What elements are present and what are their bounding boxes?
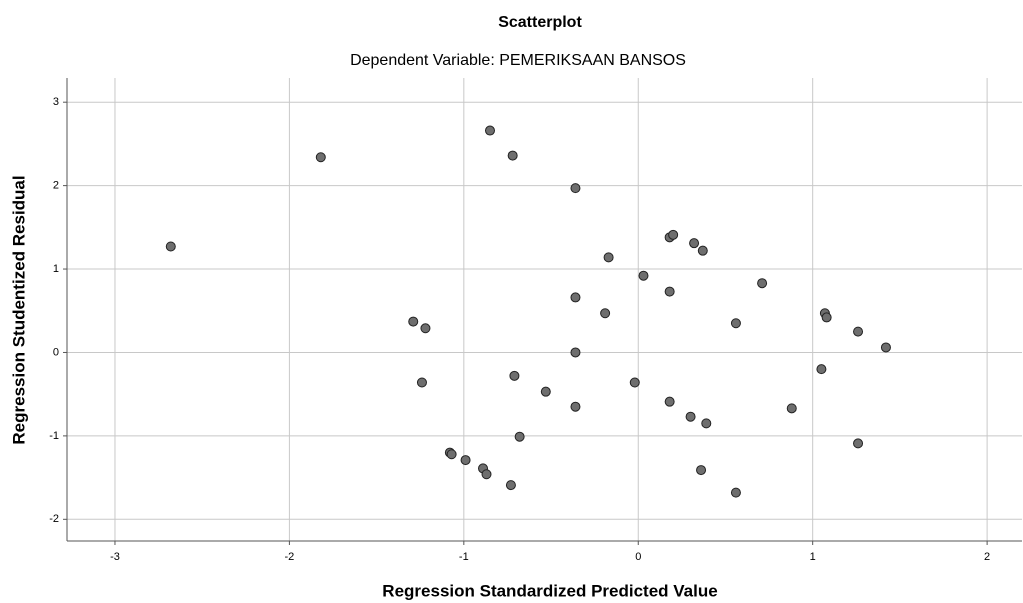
- point: [482, 470, 491, 479]
- point: [485, 126, 494, 135]
- x-tick-label: -1: [459, 551, 469, 563]
- x-axis-label: Regression Standardized Predicted Value: [382, 581, 717, 600]
- y-tick-label: 0: [53, 346, 59, 358]
- point: [686, 412, 695, 421]
- point: [817, 365, 826, 374]
- point: [665, 287, 674, 296]
- point: [541, 387, 550, 396]
- point: [731, 319, 740, 328]
- point: [571, 293, 580, 302]
- point: [461, 456, 470, 465]
- point: [510, 371, 519, 380]
- point: [417, 378, 426, 387]
- point: [702, 419, 711, 428]
- point: [854, 327, 863, 336]
- point: [166, 242, 175, 251]
- x-tick-label: 2: [984, 551, 990, 563]
- point: [409, 317, 418, 326]
- y-tick-label: -2: [49, 513, 59, 525]
- point: [854, 439, 863, 448]
- point: [515, 432, 524, 441]
- point: [447, 450, 456, 459]
- point: [669, 230, 678, 239]
- x-tick-label: -2: [285, 551, 295, 563]
- point: [731, 488, 740, 497]
- chart-title: Scatterplot: [498, 14, 582, 31]
- point: [758, 279, 767, 288]
- point: [571, 348, 580, 357]
- point: [698, 246, 707, 255]
- y-tick-label: 2: [53, 180, 59, 192]
- point: [787, 404, 796, 413]
- point: [822, 313, 831, 322]
- y-axis-label: Regression Studentized Residual: [9, 175, 28, 444]
- point: [881, 343, 890, 352]
- point: [697, 466, 706, 475]
- y-tick-label: 1: [53, 263, 59, 275]
- point: [571, 184, 580, 193]
- x-tick-label: 0: [635, 551, 641, 563]
- point: [316, 153, 325, 162]
- point: [639, 271, 648, 280]
- x-tick-label: 1: [810, 551, 816, 563]
- point: [601, 309, 610, 318]
- point: [571, 402, 580, 411]
- point: [506, 481, 515, 490]
- x-tick-label: -3: [110, 551, 120, 563]
- point: [630, 378, 639, 387]
- chart-subtitle: Dependent Variable: PEMERIKSAAN BANSOS: [350, 52, 686, 69]
- chart: Scatterplot Dependent Variable: PEMERIKS…: [0, 0, 1023, 603]
- point: [421, 324, 430, 333]
- point: [690, 239, 699, 248]
- y-tick-label: -1: [49, 430, 59, 442]
- point: [665, 397, 674, 406]
- point: [508, 151, 517, 160]
- point: [604, 253, 613, 262]
- y-tick-label: 3: [53, 96, 59, 108]
